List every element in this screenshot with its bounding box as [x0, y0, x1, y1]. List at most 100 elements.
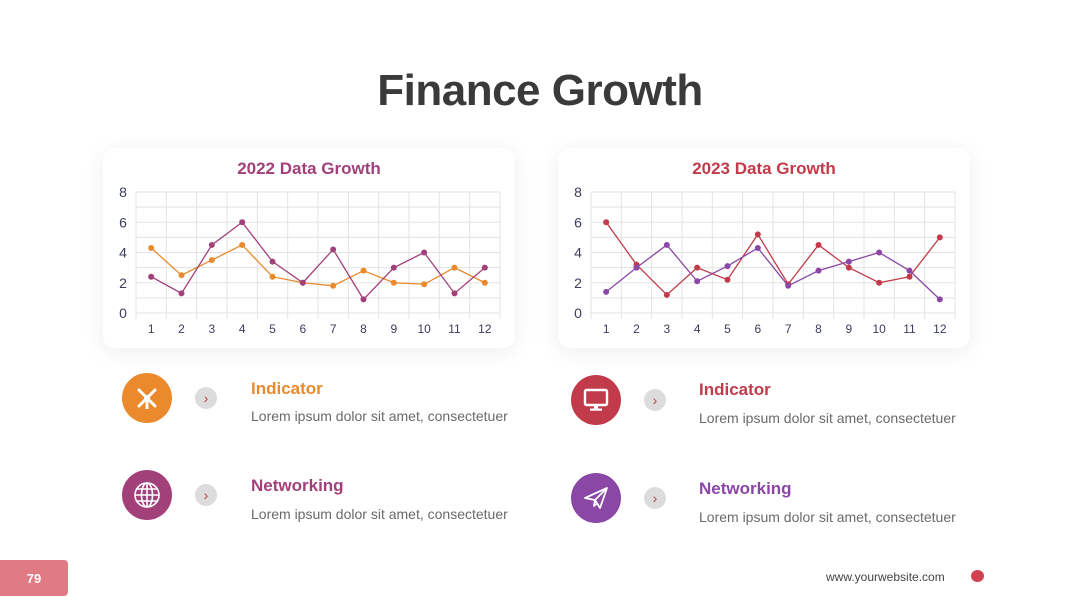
item-title-networking: Networking: [699, 479, 792, 498]
x-tick-label: 11: [448, 322, 461, 336]
data-point: [754, 244, 761, 251]
globe-icon: [134, 482, 160, 508]
x-tick-label: 1: [148, 322, 155, 336]
data-point: [481, 264, 488, 271]
x-tick-label: 1: [603, 322, 610, 336]
x-tick-label: 3: [663, 322, 670, 336]
x-tick-label: 8: [360, 322, 367, 336]
chart-card-2023: 2023 Data Growth 0 2 4 6 8 1 2 3 4 5 6 7 8 9 10 11 12: [558, 148, 970, 348]
data-point: [269, 258, 276, 265]
data-point: [208, 241, 215, 248]
chevron-right-button[interactable]: ›: [195, 484, 217, 506]
y-tick-label: 4: [574, 245, 582, 261]
x-tick-label: 7: [785, 322, 792, 336]
data-point: [603, 288, 610, 295]
data-point: [936, 234, 943, 241]
chevron-right-button[interactable]: ›: [195, 387, 217, 409]
windmill-icon: [137, 388, 157, 409]
data-point: [360, 296, 367, 303]
item-description: Lorem ipsum dolor sit amet, consectetuer: [251, 506, 508, 522]
data-point: [421, 249, 428, 256]
x-tick-label: 11: [903, 322, 916, 336]
item-title-networking: Networking: [251, 476, 344, 495]
data-point: [815, 267, 822, 274]
website-link[interactable]: www.yourwebsite.com: [826, 570, 945, 584]
y-tick-label: 2: [574, 275, 582, 291]
y-tick-label: 0: [574, 305, 582, 321]
globe-icon-circle: [122, 470, 172, 520]
data-point: [724, 263, 731, 270]
data-point: [330, 282, 337, 289]
page-number-badge: 79: [0, 560, 68, 596]
data-point: [481, 279, 488, 286]
data-point: [633, 264, 640, 271]
data-point: [845, 264, 852, 271]
x-tick-label: 10: [872, 322, 886, 336]
x-tick-label: 8: [815, 322, 822, 336]
y-tick-label: 4: [119, 245, 127, 261]
chart-card-2022: 2022 Data Growth 0 2 4 6 8 1 2 3 4 5 6 7 8 9 10 11 12: [103, 148, 515, 348]
x-tick-label: 5: [269, 322, 276, 336]
x-tick-label: 6: [299, 322, 306, 336]
data-point: [663, 241, 670, 248]
chevron-right-button[interactable]: ›: [644, 389, 666, 411]
monitor-icon-circle: [571, 375, 621, 425]
paper-plane-icon: [584, 487, 608, 509]
data-point: [603, 219, 610, 226]
data-point: [178, 272, 185, 279]
data-point: [663, 291, 670, 298]
data-point: [239, 219, 246, 226]
data-point: [269, 273, 276, 280]
data-point: [876, 279, 883, 286]
data-point: [694, 278, 701, 285]
data-point: [451, 264, 458, 271]
data-point: [330, 246, 337, 253]
monitor-icon: [583, 388, 609, 411]
x-tick-label: 10: [417, 322, 431, 336]
data-point: [148, 273, 155, 280]
x-tick-label: 5: [724, 322, 731, 336]
x-tick-label: 7: [330, 322, 337, 336]
series-line-2: [605, 244, 941, 300]
data-point: [754, 231, 761, 238]
y-tick-label: 8: [574, 184, 582, 200]
y-tick-label: 0: [119, 305, 127, 321]
chart-title-2023: 2023 Data Growth: [692, 159, 836, 178]
data-point: [178, 290, 185, 297]
series-line-2: [150, 221, 486, 301]
data-point: [299, 279, 306, 286]
series-line-1: [605, 221, 941, 296]
x-tick-label: 4: [239, 322, 246, 336]
y-tick-label: 6: [119, 214, 127, 230]
data-point: [694, 264, 701, 271]
y-tick-label: 2: [119, 275, 127, 291]
data-point: [421, 281, 428, 288]
item-description: Lorem ipsum dolor sit amet, consectetuer: [699, 410, 956, 426]
data-point: [451, 290, 458, 297]
decorative-dot: [971, 570, 984, 582]
paper-plane-icon-circle: [571, 473, 621, 523]
item-title-indicator: Indicator: [251, 379, 323, 398]
item-title-indicator: Indicator: [699, 380, 771, 399]
data-point: [906, 267, 913, 274]
series-line-1: [150, 244, 486, 287]
data-point: [785, 282, 792, 289]
x-tick-label: 2: [178, 322, 185, 336]
x-tick-label: 12: [478, 322, 492, 336]
data-point: [724, 276, 731, 283]
x-tick-label: 3: [208, 322, 215, 336]
page-title: Finance Growth: [377, 66, 703, 115]
data-point: [936, 296, 943, 303]
data-point: [906, 273, 913, 280]
data-point: [360, 267, 367, 274]
x-tick-label: 9: [845, 322, 852, 336]
data-point: [390, 279, 397, 286]
windmill-icon-circle: [122, 373, 172, 423]
x-tick-label: 9: [390, 322, 397, 336]
chevron-right-button[interactable]: ›: [644, 487, 666, 509]
data-point: [390, 264, 397, 271]
data-point: [148, 244, 155, 251]
x-tick-label: 4: [694, 322, 701, 336]
